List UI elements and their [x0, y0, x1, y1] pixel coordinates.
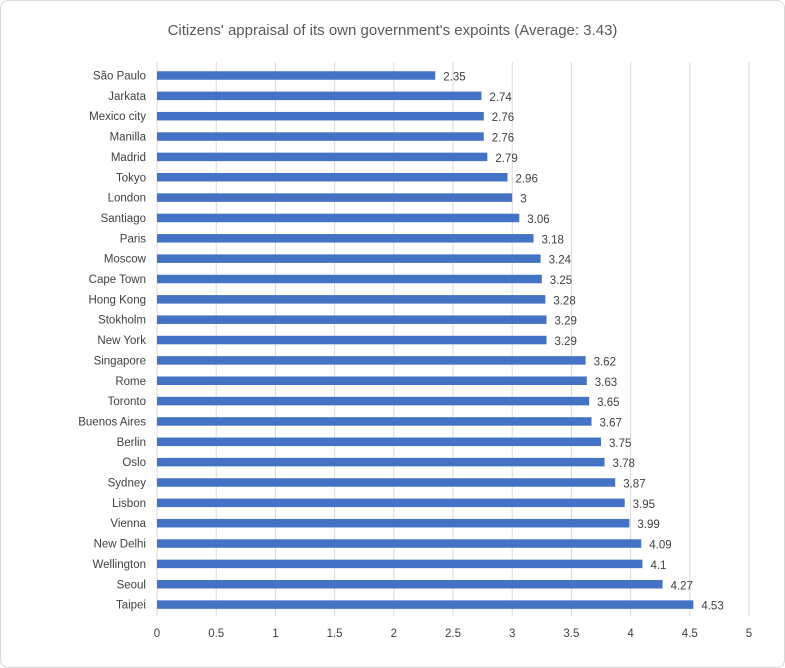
- x-tick-label: 5: [746, 628, 752, 640]
- data-label: 3.24: [549, 255, 572, 267]
- data-label: 4.09: [649, 540, 671, 552]
- data-label: 3.28: [553, 295, 575, 307]
- bar: [157, 539, 642, 548]
- category-label: Manilla: [110, 132, 147, 144]
- data-label: 3.75: [609, 438, 631, 450]
- x-tick-label: 4.5: [682, 628, 698, 640]
- category-label: Berlin: [117, 437, 146, 449]
- x-tick-label: 4: [627, 628, 634, 640]
- data-label: 3.25: [550, 275, 572, 287]
- bar: [157, 234, 534, 243]
- data-label: 3.29: [555, 336, 577, 348]
- data-label: 3.87: [623, 479, 645, 491]
- category-label: Toronto: [108, 396, 146, 408]
- data-label: 4.53: [701, 601, 723, 613]
- data-label: 3.62: [594, 356, 616, 368]
- value-labels: 2.35 2.74 2.76 2.76 2.79 2.96 33.06 3.18 3.24 3.2…: [443, 72, 724, 613]
- bar: [157, 91, 482, 101]
- data-label: 3: [520, 194, 526, 206]
- data-label: 3.29: [555, 316, 577, 328]
- data-label: 2.76: [492, 133, 514, 145]
- category-label: Madrid: [111, 152, 146, 164]
- x-tick-label: 2.5: [445, 628, 461, 640]
- x-tick-label: 2: [391, 628, 397, 640]
- data-label: 3.95: [633, 499, 655, 511]
- category-label: Moscow: [104, 254, 147, 266]
- category-label: Wellington: [93, 559, 147, 571]
- x-tick-label: 1.5: [327, 628, 343, 640]
- bar: [157, 396, 590, 406]
- category-label: Buenos Aires: [78, 416, 146, 428]
- x-tick-label: 0: [154, 628, 160, 640]
- category-label: São Paulo: [93, 71, 146, 83]
- category-label: Taipei: [116, 600, 146, 612]
- bar: [157, 152, 488, 162]
- category-label: Rome: [115, 376, 146, 388]
- category-label: Hong Kong: [88, 294, 146, 306]
- x-tick-label: 1: [272, 628, 278, 640]
- x-axis-ticks: 0 0.5 1 1.5 2 2.5 3 3.5 4 4.5 5: [154, 628, 752, 640]
- bar: [157, 478, 616, 487]
- data-label: 2.79: [495, 153, 517, 165]
- bar: [157, 173, 508, 182]
- data-label: 3.18: [542, 234, 564, 246]
- bar: [157, 315, 547, 324]
- category-label: Cape Town: [89, 274, 146, 286]
- category-label: London: [108, 193, 146, 205]
- data-label: 3.78: [613, 458, 635, 470]
- x-tick-label: 3.5: [563, 628, 579, 640]
- data-label: 3.63: [595, 377, 617, 389]
- category-label: New York: [97, 335, 146, 347]
- bar: [157, 132, 484, 141]
- bar: [157, 417, 592, 426]
- category-label: Santiago: [101, 213, 146, 225]
- bar: [157, 213, 520, 223]
- bar: [157, 111, 484, 121]
- data-label: 4.1: [650, 560, 666, 572]
- category-labels: São Paulo Jarkata Mexico city Manilla Madrid…: [78, 71, 146, 612]
- category-label: Stokholm: [98, 315, 146, 327]
- bar: [157, 457, 605, 467]
- bar: [157, 356, 586, 365]
- data-label: 2.96: [515, 173, 537, 185]
- bar: [157, 274, 542, 284]
- bar: [157, 600, 694, 609]
- data-label: 3.65: [597, 397, 619, 409]
- data-label: 2.35: [443, 72, 465, 84]
- chart-title: Citizens' appraisal of its own governmen…: [167, 22, 618, 39]
- bar: [157, 254, 541, 263]
- category-label: Mexico city: [89, 111, 146, 123]
- data-label: 2.74: [489, 92, 512, 104]
- bar: [157, 518, 630, 528]
- category-label: Tokyo: [116, 172, 146, 184]
- bar: [157, 437, 601, 447]
- bar: [157, 295, 546, 304]
- bar: [157, 580, 663, 589]
- category-label: Paris: [120, 233, 146, 245]
- category-label: Sydney: [108, 478, 147, 490]
- bar: [157, 559, 643, 569]
- x-tick-label: 0.5: [208, 628, 224, 640]
- category-label: Vienna: [110, 518, 146, 530]
- bar: [157, 193, 513, 202]
- category-label: Jarkata: [108, 91, 146, 103]
- data-label: 2.76: [492, 112, 514, 124]
- bar: [157, 71, 436, 80]
- category-label: New Delhi: [94, 539, 146, 551]
- category-label: Oslo: [122, 457, 146, 469]
- bar: [157, 498, 625, 508]
- data-label: 3.06: [527, 214, 549, 226]
- data-label: 3.67: [600, 417, 622, 429]
- bars: [157, 71, 694, 609]
- x-tick-label: 3: [509, 628, 515, 640]
- category-label: Seoul: [117, 579, 146, 591]
- bar: [157, 335, 547, 345]
- data-label: 3.99: [637, 519, 659, 531]
- category-label: Singapore: [94, 355, 146, 367]
- bar: [157, 376, 587, 385]
- category-label: Lisbon: [112, 498, 146, 510]
- data-label: 4.27: [671, 580, 693, 592]
